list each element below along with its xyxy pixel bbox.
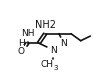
Text: N: N bbox=[60, 39, 67, 48]
Text: NH: NH bbox=[21, 29, 34, 38]
Text: NH2: NH2 bbox=[35, 20, 56, 30]
Text: N: N bbox=[50, 46, 57, 55]
Text: H: H bbox=[18, 39, 24, 48]
Text: O: O bbox=[18, 47, 25, 56]
Text: CH: CH bbox=[40, 60, 53, 69]
Text: 3: 3 bbox=[54, 65, 58, 71]
